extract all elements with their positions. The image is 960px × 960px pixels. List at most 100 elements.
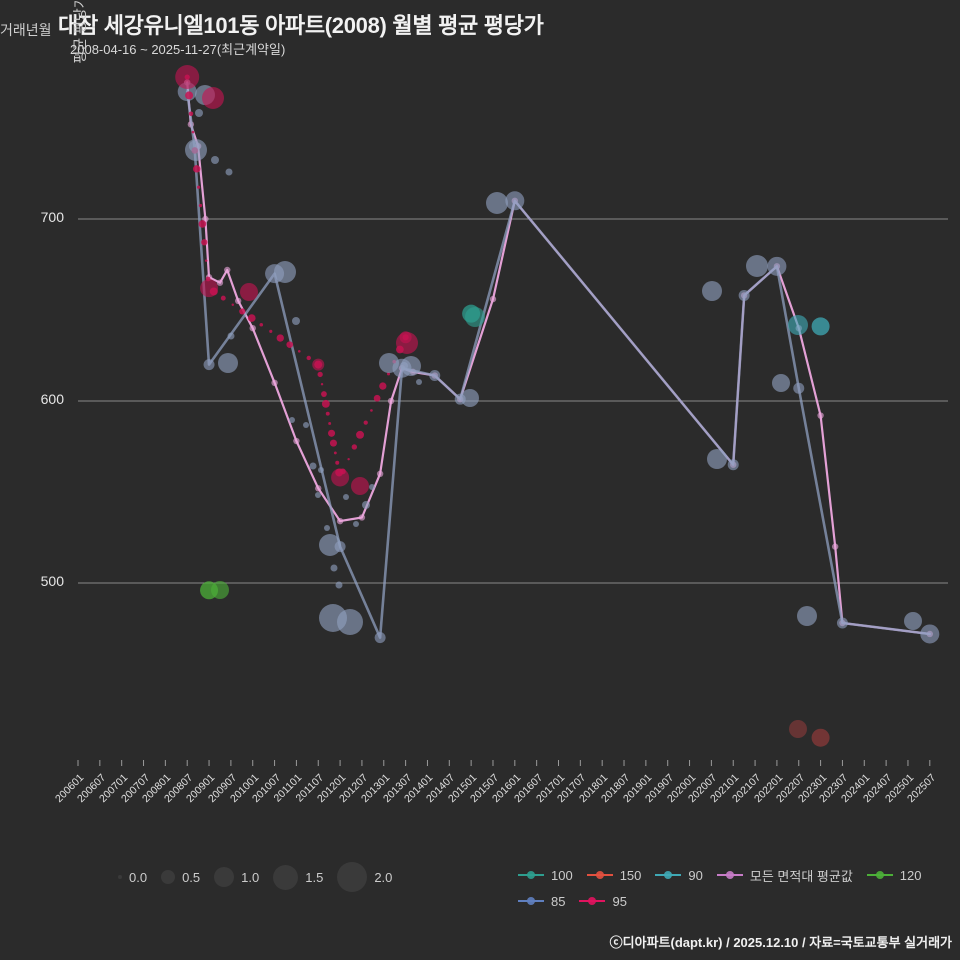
series-legend-swatch-icon (655, 871, 682, 879)
data-point (286, 341, 294, 348)
series-legend-item[interactable]: 120 (866, 862, 922, 888)
data-point (356, 430, 365, 439)
series-legend-swatch-icon (579, 897, 606, 905)
size-legend-dot-icon (337, 862, 368, 892)
data-point (274, 261, 296, 283)
data-point (227, 332, 235, 340)
data-point (386, 372, 391, 376)
y-tick-label: 600 (40, 391, 64, 407)
series-legend-label: 모든 면적대 평균값 (749, 868, 853, 884)
data-point (329, 439, 337, 447)
data-point (175, 65, 200, 90)
data-point (317, 371, 323, 378)
size-legend-label: 2.0 (374, 869, 393, 885)
data-point (707, 449, 727, 469)
series-legend-item[interactable]: 150 (586, 862, 642, 888)
data-point (351, 444, 358, 450)
data-point (276, 334, 284, 342)
data-point (370, 409, 373, 412)
data-point (387, 397, 395, 405)
series-legend-item[interactable]: 100 (518, 862, 573, 888)
data-point (224, 266, 231, 274)
data-point (401, 356, 421, 376)
data-point (240, 283, 258, 301)
data-point (904, 612, 922, 630)
data-point (271, 379, 278, 386)
series-legend-item[interactable]: 85 (518, 888, 565, 914)
data-point (320, 383, 324, 386)
data-point (836, 617, 848, 629)
size-legend-item: 0.0 (118, 870, 147, 885)
data-point (788, 315, 808, 335)
data-point (331, 468, 350, 487)
data-point (216, 279, 224, 286)
data-point (188, 111, 194, 116)
size-legend-item: 1.0 (214, 867, 259, 887)
data-point (353, 521, 359, 527)
data-point (201, 239, 208, 246)
data-point (292, 317, 300, 325)
data-point (328, 429, 336, 437)
data-point (259, 322, 264, 327)
data-point (363, 420, 368, 425)
data-point (204, 259, 208, 262)
data-point (293, 437, 300, 445)
data-point (269, 329, 273, 333)
series-legend-item[interactable]: 90 (655, 862, 703, 888)
data-point (234, 297, 242, 305)
data-point (416, 379, 422, 385)
data-point (309, 462, 317, 470)
data-point (429, 370, 441, 382)
data-point (289, 417, 295, 423)
data-point (211, 581, 229, 599)
size-legend-dot-icon (273, 864, 299, 890)
size-legend-item: 2.0 (337, 862, 392, 892)
data-point (505, 191, 525, 211)
size-legend-label: 0.5 (182, 869, 201, 885)
data-point (772, 374, 790, 392)
data-point (746, 255, 768, 277)
data-point (325, 411, 330, 416)
size-legend: 0.0 0.5 1.0 1.5 2.0 (118, 862, 406, 892)
data-point (811, 728, 830, 747)
data-point (202, 87, 224, 109)
data-point (321, 391, 327, 397)
series-legend-label: 90 (688, 867, 703, 883)
size-legend-label: 1.5 (305, 869, 324, 885)
data-point (379, 382, 387, 390)
series-line (186, 81, 931, 636)
data-point (461, 389, 479, 407)
series-legend: 100 150 90 모든 면적대 평균값 120 85 95 (518, 862, 948, 914)
data-point (324, 525, 330, 531)
data-point (369, 484, 375, 490)
series-legend-swatch-icon (716, 871, 743, 879)
data-point (247, 314, 256, 322)
data-point (198, 220, 207, 228)
data-point (315, 492, 321, 498)
data-point (198, 203, 203, 208)
data-point (318, 467, 324, 473)
data-point (374, 632, 386, 644)
series-legend-item[interactable]: 95 (579, 888, 627, 914)
series-legend-label: 150 (619, 867, 642, 883)
data-point (489, 295, 497, 303)
series-legend-label: 95 (612, 893, 627, 909)
data-point (343, 494, 349, 500)
data-point (191, 130, 195, 134)
data-point (203, 359, 215, 371)
data-point (797, 606, 817, 626)
data-point (811, 317, 830, 336)
data-point (335, 460, 340, 465)
series-legend-label: 120 (899, 867, 922, 883)
series-line (185, 90, 932, 639)
data-point (793, 382, 805, 394)
series-legend-item[interactable]: 모든 면적대 평균값 (716, 862, 853, 888)
data-point (333, 451, 337, 455)
data-point (328, 422, 332, 425)
data-point (225, 168, 233, 176)
data-point (336, 517, 344, 525)
data-point (358, 514, 366, 521)
data-point (373, 394, 381, 402)
